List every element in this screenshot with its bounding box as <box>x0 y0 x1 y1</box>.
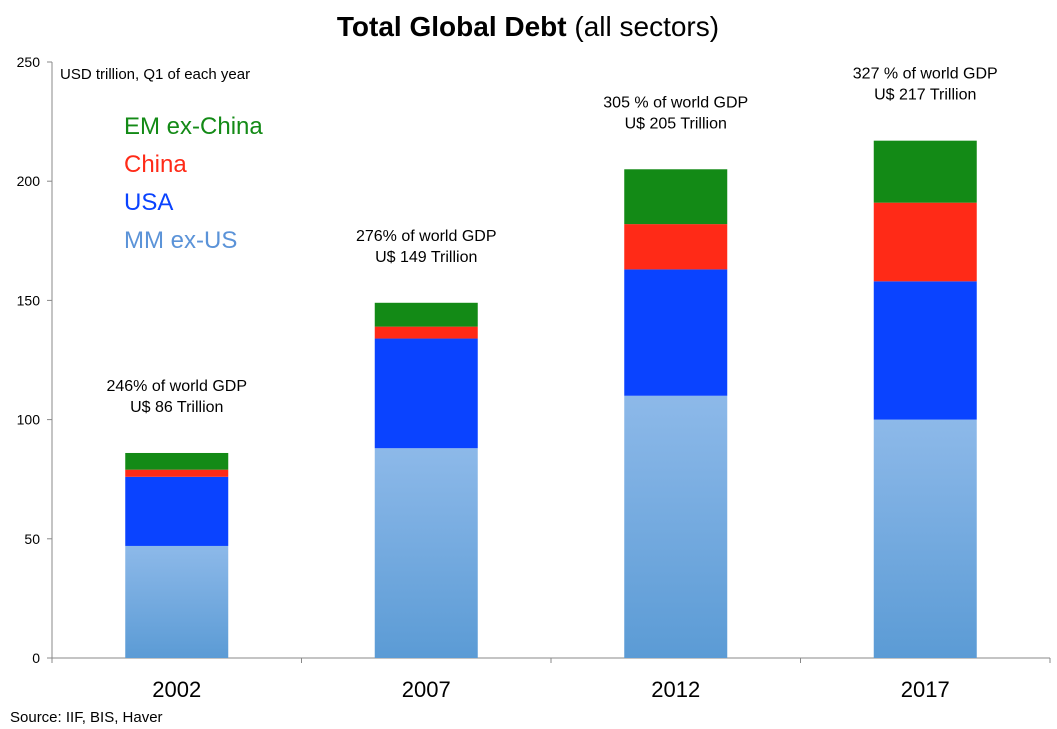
x-tick-label: 2007 <box>402 677 451 702</box>
annotation-2002: 246% of world GDP U$ 86 Trillion <box>106 378 247 416</box>
bar-segment-china-2002 <box>125 469 229 477</box>
y-tick-label: 150 <box>17 292 41 308</box>
y-tick-label: 100 <box>17 412 41 428</box>
bar-segment-em-ex-china-2007 <box>374 302 478 327</box>
bar-segment-usa-2017 <box>873 281 977 420</box>
annotation-2012: 305 % of world GDP U$ 205 Trillion <box>603 94 748 132</box>
bar-segment-usa-2012 <box>624 269 728 396</box>
annotation-line: 276% of world GDP <box>356 228 497 245</box>
legend-entry-china: China <box>124 151 187 178</box>
annotation-line: 246% of world GDP <box>106 378 247 395</box>
legend-entry-usa: USA <box>124 189 173 216</box>
bar-segment-mm-ex-us-2007 <box>374 448 478 658</box>
bar-segment-em-ex-china-2002 <box>125 452 229 470</box>
bar-segment-usa-2007 <box>374 338 478 449</box>
annotation-line: U$ 149 Trillion <box>375 249 477 266</box>
bar-segment-china-2012 <box>624 224 728 270</box>
annotation-2007: 276% of world GDP U$ 149 Trillion <box>356 228 497 266</box>
annotation-2017: 327 % of world GDP U$ 217 Trillion <box>853 66 998 104</box>
bar-segment-mm-ex-us-2002 <box>125 545 229 658</box>
chart-title-bold: Total Global Debt <box>337 11 567 42</box>
bar-segment-china-2017 <box>873 202 977 282</box>
y-tick-label: 0 <box>32 650 40 666</box>
bar-segment-mm-ex-us-2017 <box>873 419 977 658</box>
unit-note: USD trillion, Q1 of each year <box>60 66 250 83</box>
chart-title-rest: (all sectors) <box>567 11 719 42</box>
y-tick-label: 50 <box>24 531 40 547</box>
axes: 0 50 100 150 200 250 2002 2007 2012 2017 <box>17 54 1051 702</box>
y-tick-label: 200 <box>17 173 41 189</box>
annotation-line: U$ 86 Trillion <box>130 399 223 416</box>
annotation-line: 327 % of world GDP <box>853 66 998 83</box>
legend: EM ex-China China USA MM ex-US <box>124 113 263 254</box>
bar-segment-china-2007 <box>374 326 478 339</box>
bar-segment-em-ex-china-2017 <box>873 140 977 203</box>
source-note: Source: IIF, BIS, Haver <box>10 709 163 726</box>
bar-segment-em-ex-china-2012 <box>624 169 728 225</box>
bar-segment-usa-2002 <box>125 476 229 546</box>
bar-segment-mm-ex-us-2012 <box>624 395 728 658</box>
y-tick-label: 250 <box>17 54 41 70</box>
annotation-line: U$ 205 Trillion <box>625 115 727 132</box>
x-tick-label: 2012 <box>651 677 700 702</box>
annotation-line: U$ 217 Trillion <box>874 87 976 104</box>
x-tick-label: 2017 <box>901 677 950 702</box>
annotation-line: 305 % of world GDP <box>603 94 748 111</box>
legend-entry-mm-ex-us: MM ex-US <box>124 227 237 254</box>
legend-entry-em-ex-china: EM ex-China <box>124 113 263 140</box>
x-tick-label: 2002 <box>152 677 201 702</box>
bar-annotations: 246% of world GDP U$ 86 Trillion 276% of w… <box>106 66 997 416</box>
chart-title: Total Global Debt (all sectors) <box>337 11 719 42</box>
bars <box>125 140 977 658</box>
